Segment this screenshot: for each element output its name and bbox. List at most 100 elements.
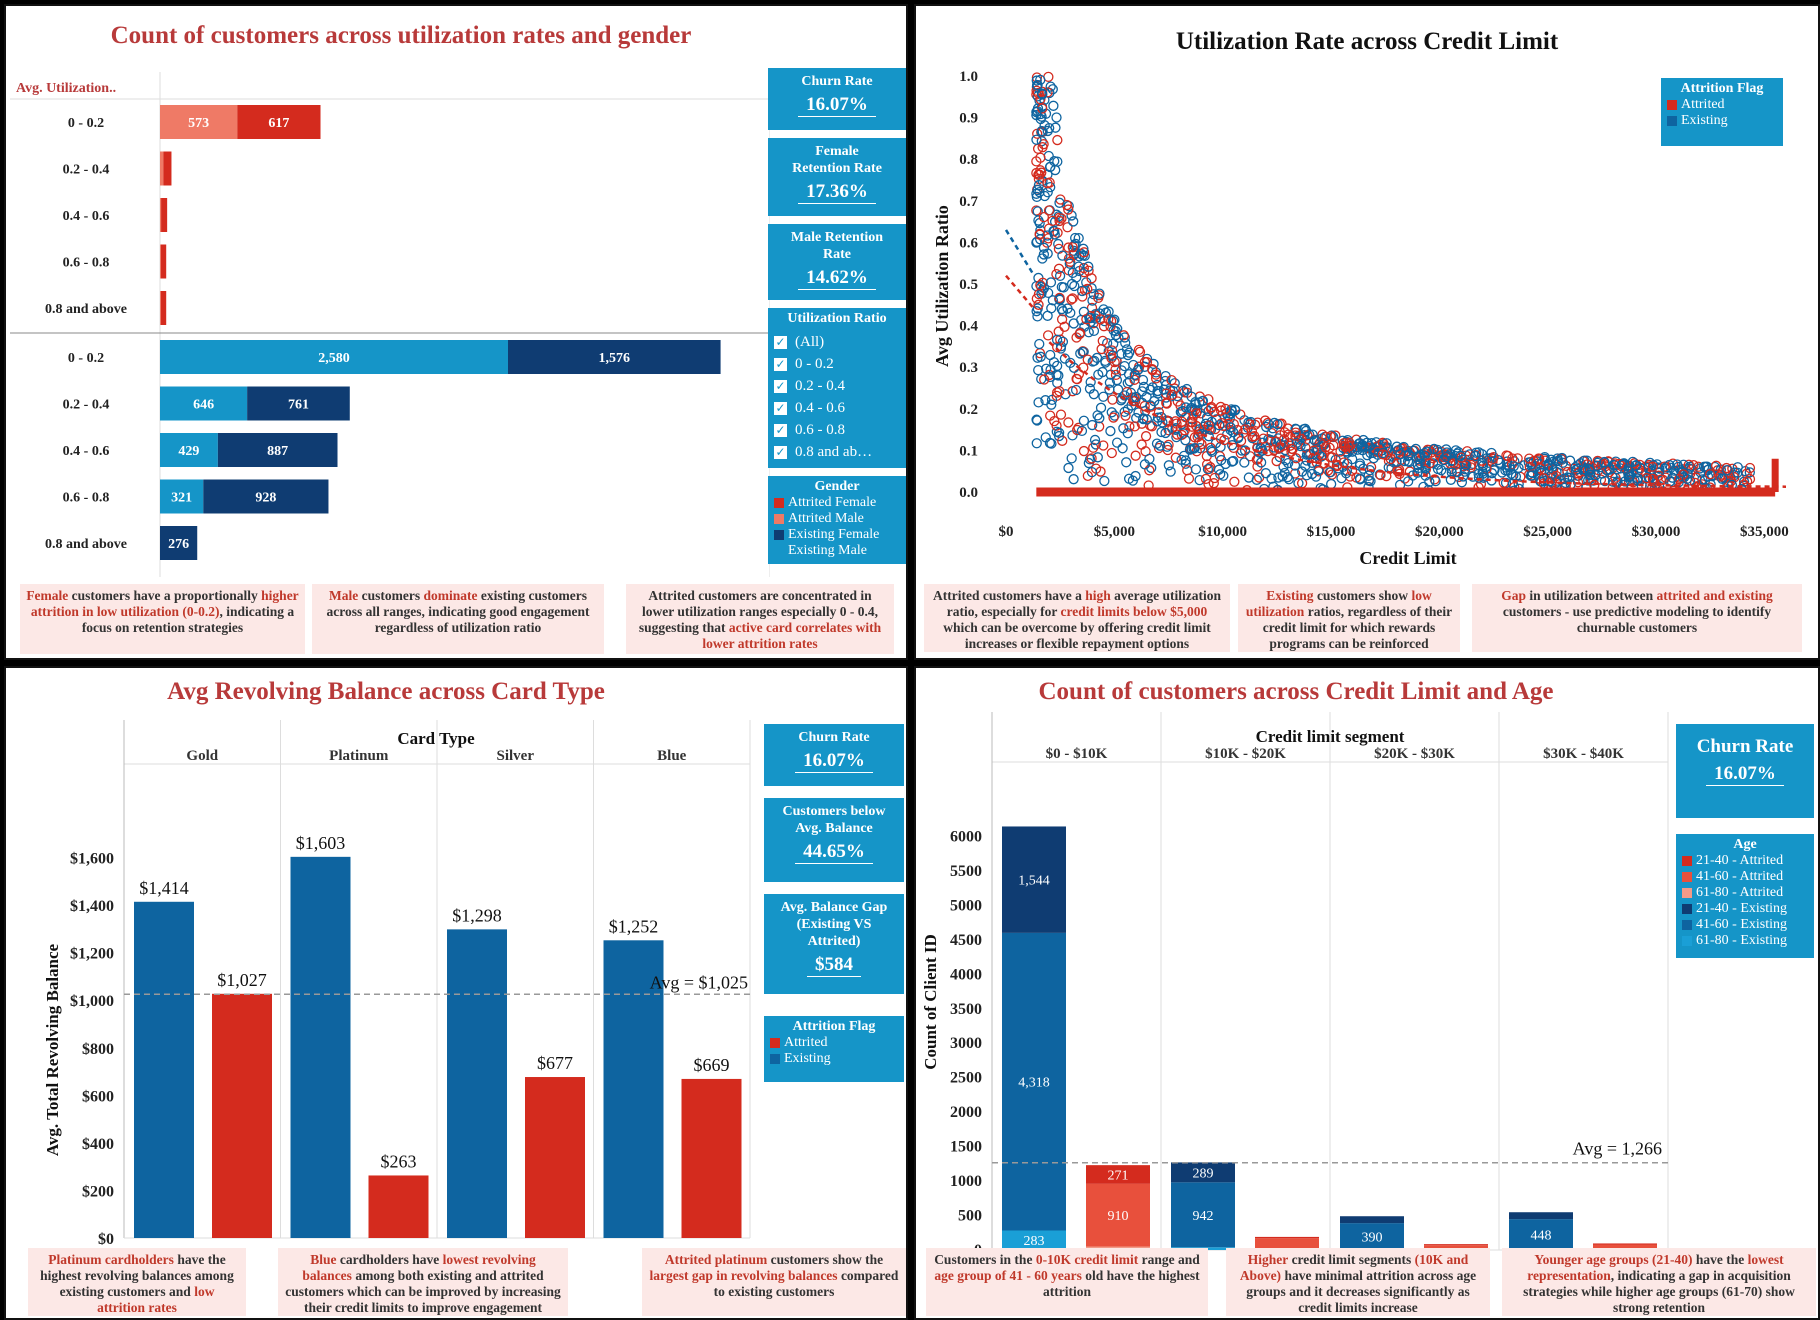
scatter-point [1066, 294, 1077, 305]
scatter-point [1152, 385, 1163, 397]
legend-swatch [1667, 115, 1677, 126]
legend-label: 21-40 - Existing [1696, 901, 1787, 916]
kpi-female-retention: Female Retention Rate 17.36% [768, 138, 906, 216]
scatter-point [1133, 344, 1145, 356]
scatter-point [1170, 452, 1181, 463]
checkbox-icon[interactable]: ✓ [774, 401, 787, 416]
filter-option[interactable]: ✓ (All) [768, 331, 906, 353]
bar-segment [160, 479, 204, 514]
row-label: 0.2 - 0.4 [63, 398, 110, 413]
scatter-point [1599, 475, 1611, 487]
scatter-point [1085, 312, 1096, 324]
checkbox-icon[interactable]: ✓ [774, 335, 787, 350]
bar-segment [160, 105, 238, 139]
scatter-point [1063, 462, 1074, 474]
checkbox-icon[interactable]: ✓ [774, 445, 787, 460]
legend-label: 41-60 - Existing [1696, 917, 1787, 932]
stacked-bar-segment [1086, 1165, 1150, 1184]
scatter-point [1524, 453, 1535, 464]
scatter-point [1324, 467, 1335, 478]
gender-legend-item: Existing Female [768, 527, 906, 543]
y-tick-label: 0.6 [959, 235, 978, 251]
scatter-point [1031, 134, 1042, 145]
scatter-point [1457, 471, 1469, 482]
scatter-point [1031, 106, 1042, 118]
scatter-point [1413, 451, 1425, 463]
scatter-point [1307, 429, 1318, 440]
legend-label: 61-80 - Existing [1696, 933, 1787, 948]
scatter-point [1149, 395, 1160, 407]
scatter-point [1326, 478, 1337, 490]
bar-segment [160, 340, 508, 374]
bar [447, 929, 507, 1238]
scatter-point [1043, 205, 1055, 216]
scatter-point [1052, 341, 1063, 353]
scatter-point [1459, 466, 1470, 477]
scatter-point [1129, 421, 1140, 432]
checkbox-icon[interactable]: ✓ [774, 357, 787, 372]
scatter-point [1042, 87, 1053, 98]
filter-option[interactable]: ✓ 0.8 and ab… [768, 441, 906, 463]
card-type-header: Card Type [397, 729, 475, 748]
legend-label: Attrited [784, 1035, 828, 1050]
legend-swatch [774, 529, 784, 540]
scatter-point [1243, 472, 1254, 483]
filter-option[interactable]: ✓ 0.6 - 0.8 [768, 419, 906, 441]
scatter-point [1154, 440, 1166, 451]
bar-label: 617 [268, 116, 289, 131]
scatter-point [1228, 418, 1240, 430]
scatter-point [1206, 401, 1217, 413]
segment-value-label: 1,544 [1018, 874, 1050, 889]
legend-swatch [770, 1037, 780, 1048]
scatter-point [1038, 211, 1050, 223]
segment-value-label: 942 [1193, 1209, 1214, 1224]
scatter-point [1117, 443, 1128, 454]
scatter-point [1508, 461, 1519, 472]
scatter-point [1092, 452, 1103, 463]
scatter-point [1674, 473, 1685, 485]
segment-value-label: 910 [1108, 1209, 1129, 1224]
scatter-point [1096, 343, 1107, 355]
legend-swatch [774, 545, 784, 556]
age-legend-item: 61-80 - Existing [1676, 933, 1814, 949]
scatter-point [1186, 391, 1197, 402]
kpi-balance-gap: Avg. Balance Gap (Existing VS Attrited) $… [764, 894, 904, 994]
utilization-filter[interactable]: Utilization Ratio ✓ (All) ✓ 0 - 0.2 ✓ 0.2 - 0… [768, 308, 906, 468]
scatter-point [1110, 369, 1122, 381]
scatter-point [1086, 466, 1098, 478]
scatter-point [1711, 460, 1722, 471]
p1-insight-note: Female customers have a proportionally h… [20, 584, 305, 654]
scatter-point [1031, 415, 1043, 426]
scatter-point [1211, 414, 1222, 425]
scatter-point [1109, 314, 1120, 325]
scatter-point [1122, 349, 1134, 361]
scatter-point [1073, 261, 1084, 272]
x-tick-label: $20,000 [1415, 524, 1464, 540]
scatter-point [1056, 213, 1067, 224]
legend-label: Existing Male [788, 543, 867, 558]
filter-option[interactable]: ✓ 0.4 - 0.6 [768, 397, 906, 419]
scatter-point [1351, 441, 1363, 453]
scatter-point [1152, 416, 1163, 427]
scatter-point [1045, 277, 1057, 288]
filter-option[interactable]: ✓ 0.2 - 0.4 [768, 375, 906, 397]
stacked-bar-segment [1593, 1244, 1657, 1250]
gender-legend-item: Attrited Male [768, 511, 906, 527]
scatter-point [1087, 295, 1098, 306]
checkbox-icon[interactable]: ✓ [774, 379, 787, 394]
scatter-point [1368, 453, 1379, 464]
scatter-point [1107, 394, 1118, 405]
bar-label: 887 [267, 444, 288, 459]
filter-option[interactable]: ✓ 0 - 0.2 [768, 353, 906, 375]
segment-value-label: 283 [1024, 1234, 1045, 1249]
scatter-point [1052, 134, 1063, 146]
age-legend-item: 41-60 - Existing [1676, 917, 1814, 933]
scatter-point [1112, 384, 1124, 395]
bar-segment [160, 244, 167, 279]
checkbox-icon[interactable]: ✓ [774, 423, 787, 438]
scatter-point [1460, 460, 1471, 471]
scatter-point [1276, 418, 1287, 429]
filter-option-label: 0.6 - 0.8 [795, 422, 845, 438]
scatter-point [1110, 329, 1122, 341]
p4-insight-note: Customers in the 0-10K credit limit rang… [926, 1248, 1208, 1316]
